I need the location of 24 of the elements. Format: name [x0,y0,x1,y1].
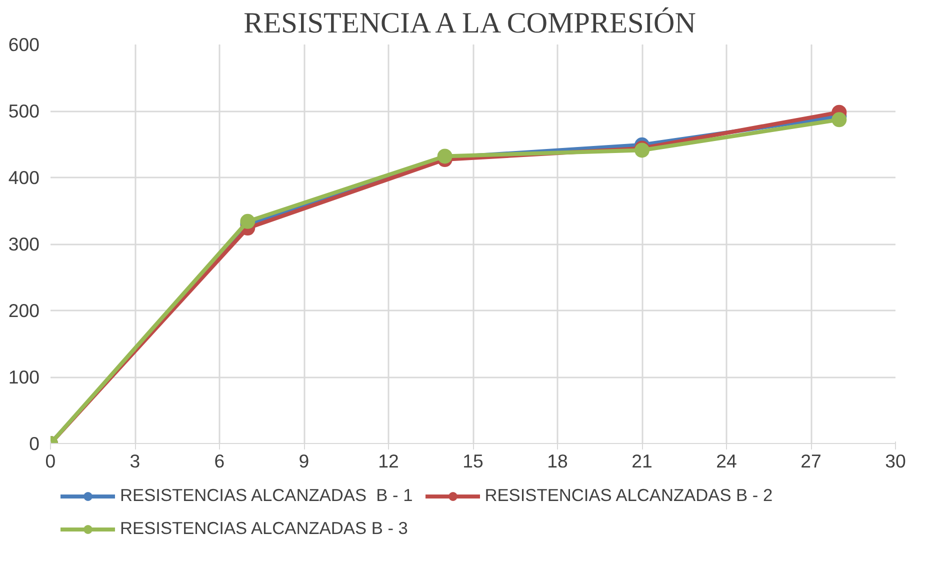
x-tick-label: 0 [45,450,56,472]
x-tick-label: 30 [885,450,906,472]
legend-label: RESISTENCIAS ALCANZADAS B - 1 [120,485,413,506]
y-tick-label: 600 [8,34,40,55]
legend-label: RESISTENCIAS ALCANZADAS B - 2 [484,485,773,506]
y-tick-label: 400 [8,167,40,188]
x-tick-label: 18 [547,450,568,472]
y-tick-label: 300 [8,234,40,254]
point [832,112,847,128]
y-tick-label: 500 [8,100,40,122]
x-tick-label: 21 [632,450,652,472]
x-tick-label: 24 [716,450,737,472]
x-tick-label: 12 [378,450,399,472]
y-tick-label: 0 [29,433,40,454]
legend-label: RESISTENCIAS ALCANZADAS B - 3 [120,518,408,539]
x-tick-label: 6 [214,450,225,472]
x-tick-label: 15 [462,450,484,472]
y-tick-label: 200 [8,300,40,321]
x-tick-label: 27 [800,450,822,472]
y-tick-label: 100 [8,366,40,388]
point [240,214,256,229]
x-tick-label: 9 [298,450,310,472]
x-tick-label: 3 [130,450,140,472]
chart-title: RESISTENCIA A LA COMPRESIÓN [244,6,696,40]
